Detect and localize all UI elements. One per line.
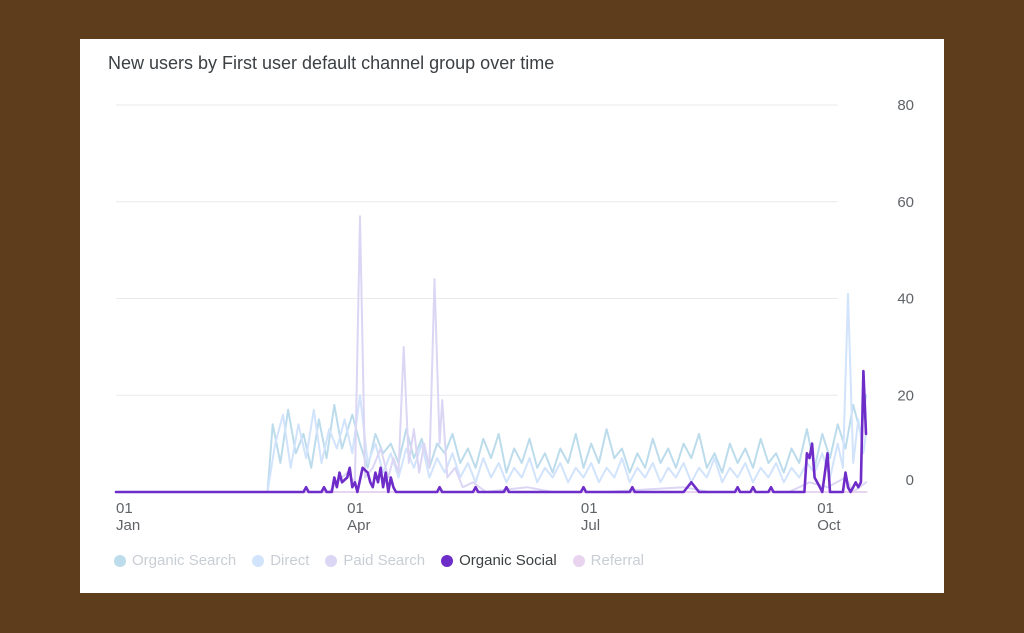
legend-label: Referral [590, 552, 645, 569]
legend-item-organic-social[interactable]: Organic Social [441, 552, 557, 569]
legend-dot-icon [114, 554, 126, 567]
x-tick-month: Jan [116, 517, 140, 534]
chart-legend: Organic Search Direct Paid Search Organic S… [114, 552, 644, 569]
y-tick-label: 0 [906, 472, 914, 489]
x-tick-month: Oct [817, 517, 841, 534]
legend-label: Direct [270, 552, 310, 569]
legend-label: Paid Search [343, 552, 426, 569]
x-tick-day: 01 [116, 500, 133, 517]
legend-dot-icon [325, 554, 338, 567]
legend-label: Organic Social [459, 552, 557, 569]
y-tick-label: 20 [897, 387, 914, 404]
x-tick-month: Apr [347, 517, 370, 534]
y-tick-label: 40 [897, 291, 914, 308]
legend-label: Organic Search [132, 552, 237, 569]
legend-item-paid-search[interactable]: Paid Search [325, 552, 425, 569]
series-line-paid-search [115, 215, 867, 493]
x-tick-day: 01 [347, 500, 364, 517]
series-line-organic-search [115, 394, 867, 493]
legend-item-referral[interactable]: Referral [572, 552, 645, 569]
legend-dot-icon [441, 554, 454, 567]
x-tick-day: 01 [817, 500, 834, 517]
chart-title: New users by First user default channel … [108, 53, 555, 73]
x-tick-month: Jul [581, 517, 600, 534]
x-tick-day: 01 [581, 500, 598, 517]
series-line-organic-social [114, 369, 868, 494]
chart-card: New users by First user default channel … [80, 39, 944, 593]
y-tick-label: 60 [897, 194, 914, 211]
legend-dot-icon [572, 554, 585, 567]
legend-item-organic-search[interactable]: Organic Search [114, 552, 236, 569]
legend-item-direct[interactable]: Direct [252, 552, 309, 569]
y-tick-label: 80 [897, 97, 914, 114]
legend-dot-icon [252, 554, 265, 567]
